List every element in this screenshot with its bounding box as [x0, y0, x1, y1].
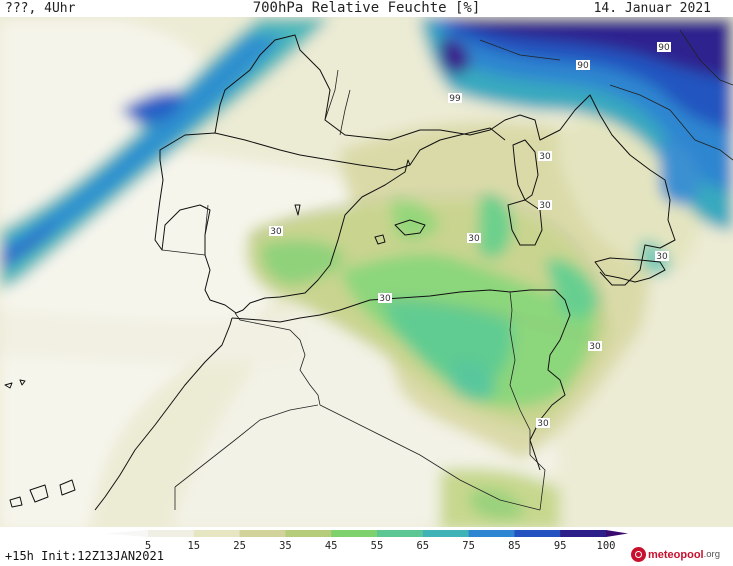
colorbar-segment: [560, 530, 607, 537]
colorbar-tick-label: 25: [233, 540, 246, 552]
contour-label-background: [378, 293, 392, 303]
contour-lines: [249, 193, 602, 341]
meteopool-logo-icon: [631, 547, 646, 562]
contour-label: 30: [539, 201, 551, 211]
colorbar-tick-label: 65: [416, 540, 429, 552]
colorbar-segment: [377, 530, 424, 537]
contour-label: 30: [379, 294, 391, 304]
borders: [161, 29, 733, 511]
contour-label-background: [538, 200, 552, 210]
contour-label: 30: [468, 234, 480, 244]
colorbar-segment: [514, 530, 561, 537]
colorbar-tick-label: 55: [371, 540, 384, 552]
contour-label-background: [467, 233, 481, 243]
colorbar-segment: [422, 530, 470, 537]
colorbar-high-arrow: [606, 530, 628, 537]
contour-label-background: [588, 341, 602, 351]
colorbar-tick-label: 85: [508, 540, 521, 552]
contour-label-group: 30 30 30 30 30 30 30 30 90 90 99: [269, 42, 671, 429]
contour-label-background: [657, 42, 671, 52]
forecast-init-label: +15h Init:12Z13JAN2021: [5, 549, 164, 563]
colorbar-tick-label: 75: [462, 540, 475, 552]
colorbar-bar: [106, 530, 628, 537]
meteopool-logo[interactable]: meteopool .org: [631, 547, 720, 562]
colorbar-segment: [193, 530, 241, 537]
colorbar-tick-label: 35: [279, 540, 292, 552]
contour-label: 99: [449, 94, 461, 104]
colorbar-segment: [331, 530, 378, 537]
colorbar-tick-label: 15: [187, 540, 200, 552]
colorbar-low-arrow: [106, 530, 148, 537]
contour-label-background: [655, 251, 669, 261]
colorbar-tick-labels: 5 15 25 35 45 55 65 75 85 95 100: [145, 540, 616, 552]
colorbar-segment: [285, 530, 332, 537]
map-title: 700hPa Relative Feuchte [%]: [252, 0, 481, 16]
colorbar-tick-label: 45: [325, 540, 338, 552]
colorbar-segment: [239, 530, 286, 537]
forecast-date: 14. Januar 2021: [593, 1, 711, 16]
colorbar-tick-label: 100: [597, 540, 616, 552]
contour-label: 30: [539, 152, 551, 162]
contour-label-background: [576, 60, 590, 70]
colorbar-segment: [148, 530, 195, 537]
humidity-map: 30 30 30 30 30 30 30 30 90 90 99: [0, 17, 733, 527]
coastlines: [4, 34, 676, 511]
contour-label: 30: [270, 227, 282, 237]
contour-label-background: [448, 93, 462, 103]
header-run-label: ???, 4Uhr: [5, 1, 76, 16]
contour-label: 30: [537, 419, 549, 429]
brand-name: meteopool: [648, 548, 704, 561]
contour-label-background: [536, 418, 550, 428]
contour-label-background: [269, 226, 283, 236]
colorbar-segment: [468, 530, 515, 537]
colorbar-tick-label: 95: [554, 540, 567, 552]
colorbar: 5 15 25 35 45 55 65 75 85 95 100: [106, 530, 628, 552]
contour-label: 90: [577, 61, 589, 71]
brand-tld: .org: [703, 549, 720, 560]
contour-label: 30: [589, 342, 601, 352]
humidity-field: [0, 17, 733, 527]
colorbar-tick-label: 5: [145, 540, 151, 552]
contour-label: 90: [658, 43, 670, 53]
contour-label-background: [538, 151, 552, 161]
contour-label: 30: [656, 252, 668, 262]
